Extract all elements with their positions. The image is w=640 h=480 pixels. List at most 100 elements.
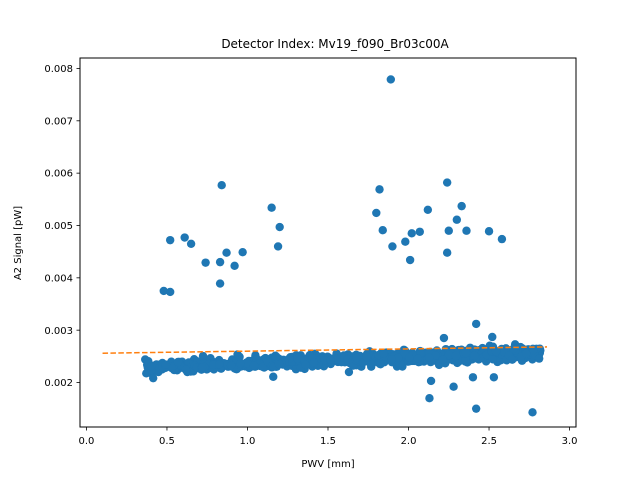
data-point bbox=[319, 355, 329, 365]
data-point bbox=[471, 404, 481, 413]
data-point bbox=[372, 208, 381, 218]
plot-marks bbox=[102, 75, 548, 417]
data-point bbox=[423, 205, 433, 214]
data-point bbox=[442, 178, 452, 187]
fit-line bbox=[102, 346, 548, 354]
data-point bbox=[293, 354, 302, 363]
data-point bbox=[461, 348, 471, 358]
x-tick-label: 2.0 bbox=[401, 436, 417, 447]
data-point bbox=[362, 352, 371, 361]
data-point bbox=[509, 344, 518, 354]
y-axis-label: A2 Signal [pW] bbox=[13, 206, 24, 280]
data-point bbox=[344, 367, 354, 377]
y-tick-label: 0.002 bbox=[44, 378, 73, 389]
data-point bbox=[497, 234, 507, 244]
data-point bbox=[243, 359, 252, 368]
x-tick-label: 0.5 bbox=[159, 436, 175, 447]
data-point bbox=[181, 365, 191, 374]
data-point bbox=[508, 355, 517, 364]
data-point bbox=[438, 355, 447, 364]
y-tick-label: 0.007 bbox=[44, 116, 73, 127]
data-point bbox=[451, 351, 461, 361]
data-point bbox=[489, 373, 499, 382]
data-point bbox=[197, 363, 207, 372]
data-point bbox=[352, 353, 361, 363]
data-point bbox=[534, 354, 544, 363]
data-point bbox=[236, 359, 245, 368]
data-point bbox=[238, 247, 247, 257]
data-point bbox=[425, 394, 434, 403]
data-point bbox=[180, 233, 189, 242]
data-point bbox=[198, 351, 208, 361]
data-point bbox=[366, 359, 376, 368]
data-point bbox=[309, 358, 319, 367]
data-point bbox=[249, 361, 259, 370]
data-point bbox=[452, 215, 462, 224]
data-point bbox=[215, 279, 225, 288]
data-point bbox=[146, 362, 156, 371]
x-tick-label: 3.0 bbox=[562, 436, 578, 447]
data-point bbox=[470, 351, 479, 360]
x-axis-label: PWV [mm] bbox=[301, 459, 354, 470]
data-point bbox=[165, 287, 175, 297]
data-point bbox=[233, 350, 242, 359]
data-point bbox=[269, 372, 278, 381]
data-point bbox=[401, 237, 410, 246]
data-point bbox=[405, 353, 414, 362]
data-point bbox=[149, 373, 158, 383]
data-point bbox=[165, 235, 175, 245]
data-point bbox=[528, 408, 537, 417]
data-point bbox=[394, 353, 403, 363]
data-point bbox=[273, 242, 283, 251]
data-point bbox=[415, 227, 424, 236]
data-point bbox=[449, 382, 458, 391]
data-point bbox=[201, 258, 210, 267]
data-point bbox=[173, 357, 183, 367]
y-tick-label: 0.003 bbox=[44, 326, 73, 337]
data-point bbox=[488, 332, 497, 342]
data-point bbox=[379, 349, 388, 358]
y-tick-label: 0.006 bbox=[44, 169, 73, 180]
data-point bbox=[386, 75, 396, 84]
data-point bbox=[491, 346, 501, 356]
x-tick-label: 1.0 bbox=[240, 436, 256, 447]
data-point bbox=[407, 229, 416, 238]
data-point bbox=[444, 226, 453, 235]
x-axis-ticks: 0.0 0.5 1.0 1.5 2.0 2.5 3.0 bbox=[78, 427, 578, 447]
y-tick-label: 0.008 bbox=[44, 64, 73, 75]
data-point bbox=[161, 360, 171, 369]
data-point bbox=[215, 257, 225, 267]
data-point bbox=[529, 346, 538, 355]
data-point bbox=[405, 255, 415, 265]
data-point bbox=[215, 360, 224, 369]
data-point bbox=[426, 376, 436, 386]
data-point bbox=[226, 361, 236, 370]
data-point bbox=[159, 286, 168, 296]
x-tick-label: 1.5 bbox=[320, 436, 336, 447]
y-tick-label: 0.004 bbox=[44, 273, 73, 284]
data-point bbox=[413, 354, 423, 363]
data-point bbox=[301, 360, 310, 370]
data-point bbox=[488, 355, 497, 364]
y-axis-ticks: 0.002 0.003 0.004 0.005 0.006 0.007 0.008 bbox=[44, 64, 80, 389]
y-tick-label: 0.005 bbox=[44, 221, 73, 232]
data-point bbox=[425, 353, 434, 362]
data-point bbox=[222, 248, 231, 257]
data-point bbox=[230, 261, 239, 270]
data-point bbox=[471, 319, 481, 329]
data-point bbox=[378, 226, 387, 235]
data-point bbox=[388, 242, 397, 251]
data-point bbox=[387, 355, 397, 364]
data-point bbox=[462, 226, 471, 235]
data-point bbox=[274, 359, 284, 369]
data-point bbox=[326, 355, 335, 365]
data-point bbox=[431, 351, 440, 360]
x-tick-label: 0.0 bbox=[78, 436, 94, 447]
data-point bbox=[186, 239, 196, 249]
data-point bbox=[484, 227, 494, 236]
data-point bbox=[217, 180, 226, 190]
data-point bbox=[444, 350, 454, 360]
x-tick-label: 2.5 bbox=[481, 436, 497, 447]
